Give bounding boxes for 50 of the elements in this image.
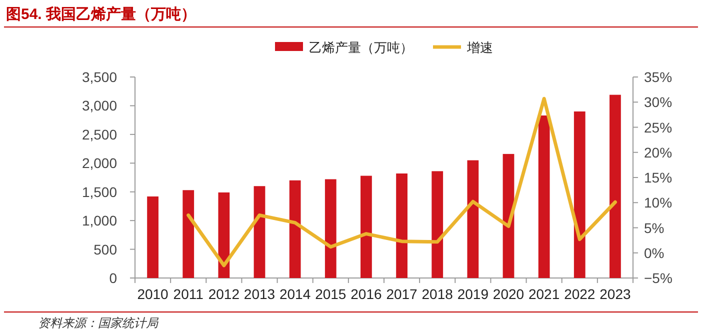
x-tick-label: 2015 (315, 286, 346, 302)
bar (396, 173, 408, 278)
y2-tick-label: 20% (644, 144, 672, 160)
x-tick-label: 2014 (279, 286, 311, 302)
bar (218, 192, 230, 278)
bar (610, 94, 621, 278)
x-tick-label: 2022 (564, 286, 596, 302)
y-tick-label: 2,500 (82, 126, 118, 142)
bar (360, 176, 372, 278)
x-tick-label: 2017 (386, 286, 418, 302)
y2-tick-label: −5% (644, 270, 672, 286)
y-tick-label: 3,500 (82, 69, 118, 85)
legend-label: 乙烯产量（万吨） (309, 40, 413, 55)
annotation: 资料来源：国家统计局 (38, 316, 158, 330)
bar (324, 179, 336, 278)
y-tick-label: 3,000 (82, 98, 118, 114)
bar (574, 111, 586, 278)
bar (254, 186, 266, 278)
x-tick-label: 2016 (350, 286, 382, 302)
x-tick-label: 2018 (422, 286, 454, 302)
y-tick-label: 0 (109, 270, 118, 286)
bar (147, 196, 158, 278)
y2-tick-label: 30% (644, 94, 672, 110)
x-tick-label: 2011 (173, 286, 204, 302)
legend-label: 增速 (466, 40, 493, 55)
title: 图54. 我国乙烯产量（万吨） (6, 6, 196, 23)
line-series (186, 96, 617, 268)
bar (182, 190, 194, 278)
y-tick-label: 1,500 (82, 184, 118, 200)
bar (502, 154, 514, 278)
y2-tick-label: 0% (644, 244, 664, 261)
y2-tick-label: 10% (644, 194, 672, 211)
y-tick-label: 2,000 (82, 155, 118, 172)
x-tick-label: 2013 (244, 286, 276, 302)
bar (432, 171, 444, 278)
y-tick-label: 500 (94, 241, 118, 258)
bar (289, 180, 301, 278)
x-tick-label: 2021 (528, 286, 560, 302)
y2-tick-label: 25% (644, 119, 672, 136)
x-tick-label: 2019 (457, 286, 489, 302)
x-tick-label: 2023 (600, 286, 631, 302)
bar (467, 160, 479, 278)
bar (538, 115, 550, 278)
x-tick-label: 2020 (492, 286, 524, 302)
x-tick-label: 2012 (208, 286, 240, 302)
x-tick-label: 2010 (137, 286, 169, 302)
y2-tick-label: 5% (644, 220, 664, 236)
y-tick-label: 1,000 (82, 212, 118, 229)
y2-tick-label: 15% (644, 170, 672, 186)
y2-tick-label: 35% (644, 69, 672, 85)
